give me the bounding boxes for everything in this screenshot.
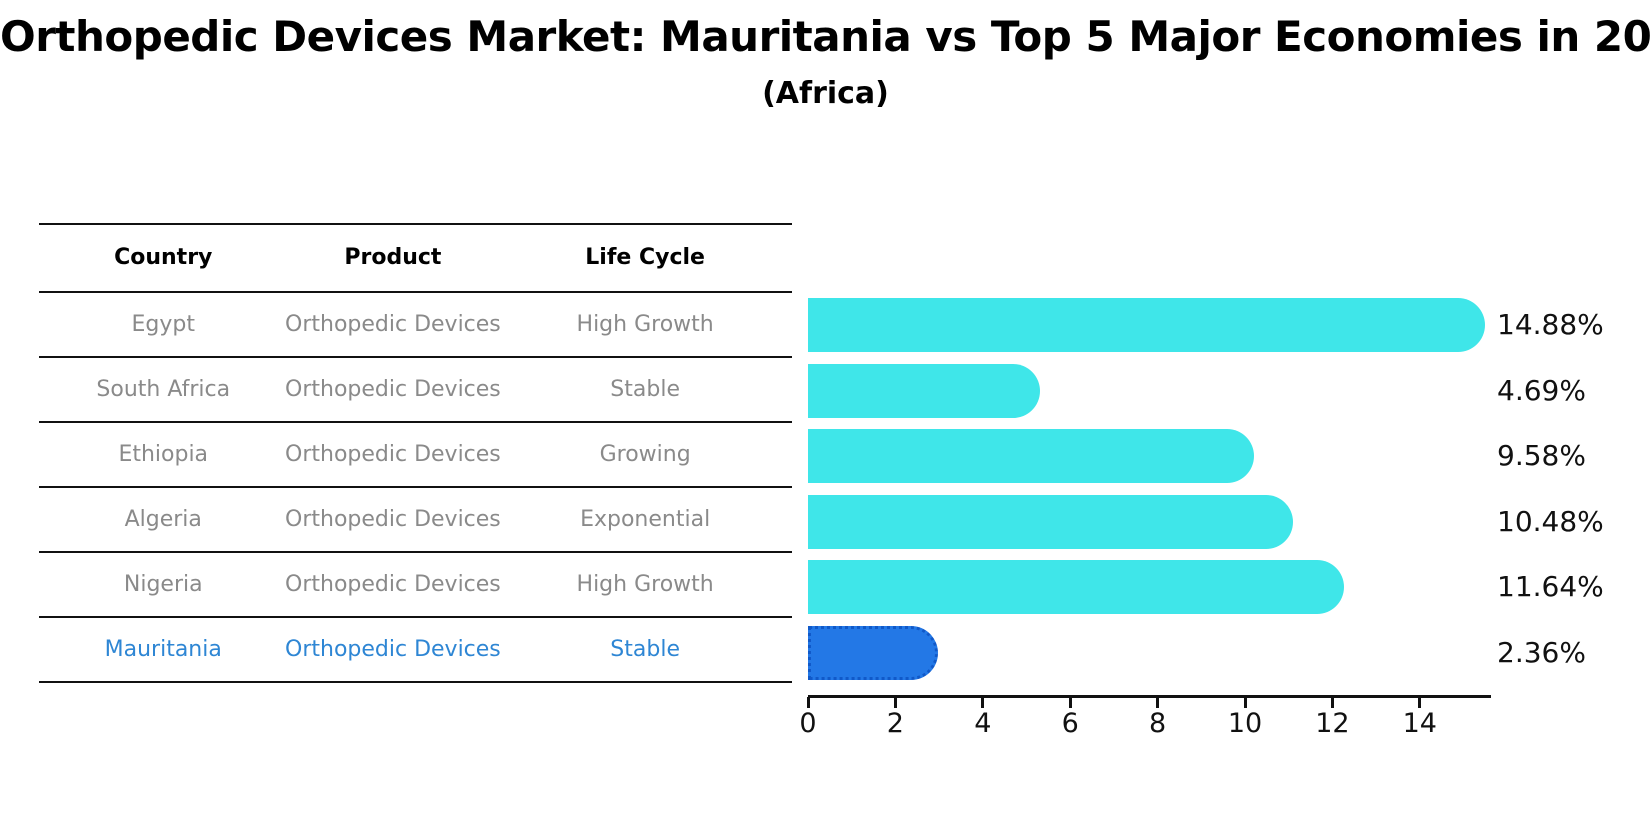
cell-product: Orthopedic Devices bbox=[285, 636, 501, 662]
table-row-algeria: Algeria Orthopedic Devices Exponential bbox=[39, 488, 792, 553]
cell-product: Orthopedic Devices bbox=[285, 506, 501, 532]
cell-country: Nigeria bbox=[123, 571, 203, 597]
country-info-table: Country Product Life Cycle Egypt Orthope… bbox=[39, 223, 792, 683]
bar-south-africa bbox=[808, 363, 1040, 418]
table-row-egypt: Egypt Orthopedic Devices High Growth bbox=[39, 293, 792, 358]
table-row-mauritania: Mauritania Orthopedic Devices Stable bbox=[39, 618, 792, 683]
value-label-egypt: 14.88% bbox=[1497, 308, 1604, 341]
x-ticklabel-0: 0 bbox=[799, 708, 817, 739]
table-row-ethiopia: Ethiopia Orthopedic Devices Growing bbox=[39, 423, 792, 488]
bar-ethiopia bbox=[808, 429, 1254, 483]
x-tickmark-12 bbox=[1330, 697, 1334, 708]
header-life-cycle: Life Cycle bbox=[585, 245, 705, 271]
cell-country: Egypt bbox=[131, 311, 195, 337]
x-tickmark-10 bbox=[1243, 697, 1247, 708]
cell-product: Orthopedic Devices bbox=[285, 376, 501, 402]
chart-title: Orthopedic Devices Market: Mauritania vs… bbox=[0, 12, 1651, 61]
header-product: Product bbox=[344, 245, 442, 271]
x-tickmark-6 bbox=[1068, 697, 1072, 708]
chart-subtitle: (Africa) bbox=[762, 76, 889, 111]
cell-product: Orthopedic Devices bbox=[285, 311, 501, 337]
cell-life-cycle: Growing bbox=[599, 441, 691, 467]
value-label-south-africa: 4.69% bbox=[1497, 373, 1586, 407]
x-ticklabel-14: 14 bbox=[1402, 708, 1437, 739]
bar-egypt bbox=[808, 298, 1486, 352]
bar-mauritania bbox=[808, 625, 939, 680]
x-ticklabel-6: 6 bbox=[1061, 708, 1079, 739]
cell-life-cycle: Stable bbox=[610, 376, 680, 402]
x-ticklabel-8: 8 bbox=[1149, 708, 1167, 739]
cell-country: Mauritania bbox=[104, 636, 222, 662]
cell-life-cycle: Stable bbox=[610, 636, 680, 662]
value-label-nigeria: 11.64% bbox=[1497, 570, 1604, 603]
x-tickmark-0 bbox=[806, 697, 810, 708]
x-tickmark-8 bbox=[1156, 697, 1160, 708]
x-axis-line bbox=[808, 695, 1491, 698]
x-ticklabel-2: 2 bbox=[886, 708, 904, 739]
value-label-ethiopia: 9.58% bbox=[1497, 439, 1586, 472]
x-ticklabel-10: 10 bbox=[1227, 708, 1263, 739]
value-label-mauritania: 2.36% bbox=[1497, 635, 1586, 669]
bar-nigeria bbox=[808, 560, 1344, 614]
table-header-row: Country Product Life Cycle bbox=[39, 225, 792, 293]
cell-product: Orthopedic Devices bbox=[285, 441, 501, 467]
x-tickmark-14 bbox=[1418, 697, 1422, 708]
cell-country: Algeria bbox=[124, 506, 202, 532]
table-row-nigeria: Nigeria Orthopedic Devices High Growth bbox=[39, 553, 792, 618]
x-tickmark-4 bbox=[981, 697, 985, 708]
cell-product: Orthopedic Devices bbox=[285, 571, 501, 597]
value-label-algeria: 10.48% bbox=[1497, 504, 1604, 538]
header-country: Country bbox=[114, 245, 213, 271]
cell-life-cycle: High Growth bbox=[576, 571, 714, 597]
x-ticklabel-4: 4 bbox=[974, 708, 992, 739]
cell-life-cycle: Exponential bbox=[580, 506, 711, 532]
bar-algeria bbox=[808, 494, 1293, 549]
cell-country: South Africa bbox=[96, 376, 231, 402]
x-ticklabel-12: 12 bbox=[1315, 708, 1350, 739]
table-row-south-africa: South Africa Orthopedic Devices Stable bbox=[39, 358, 792, 423]
x-tickmark-2 bbox=[893, 697, 897, 708]
cell-country: Ethiopia bbox=[118, 441, 209, 467]
cell-life-cycle: High Growth bbox=[576, 311, 714, 337]
